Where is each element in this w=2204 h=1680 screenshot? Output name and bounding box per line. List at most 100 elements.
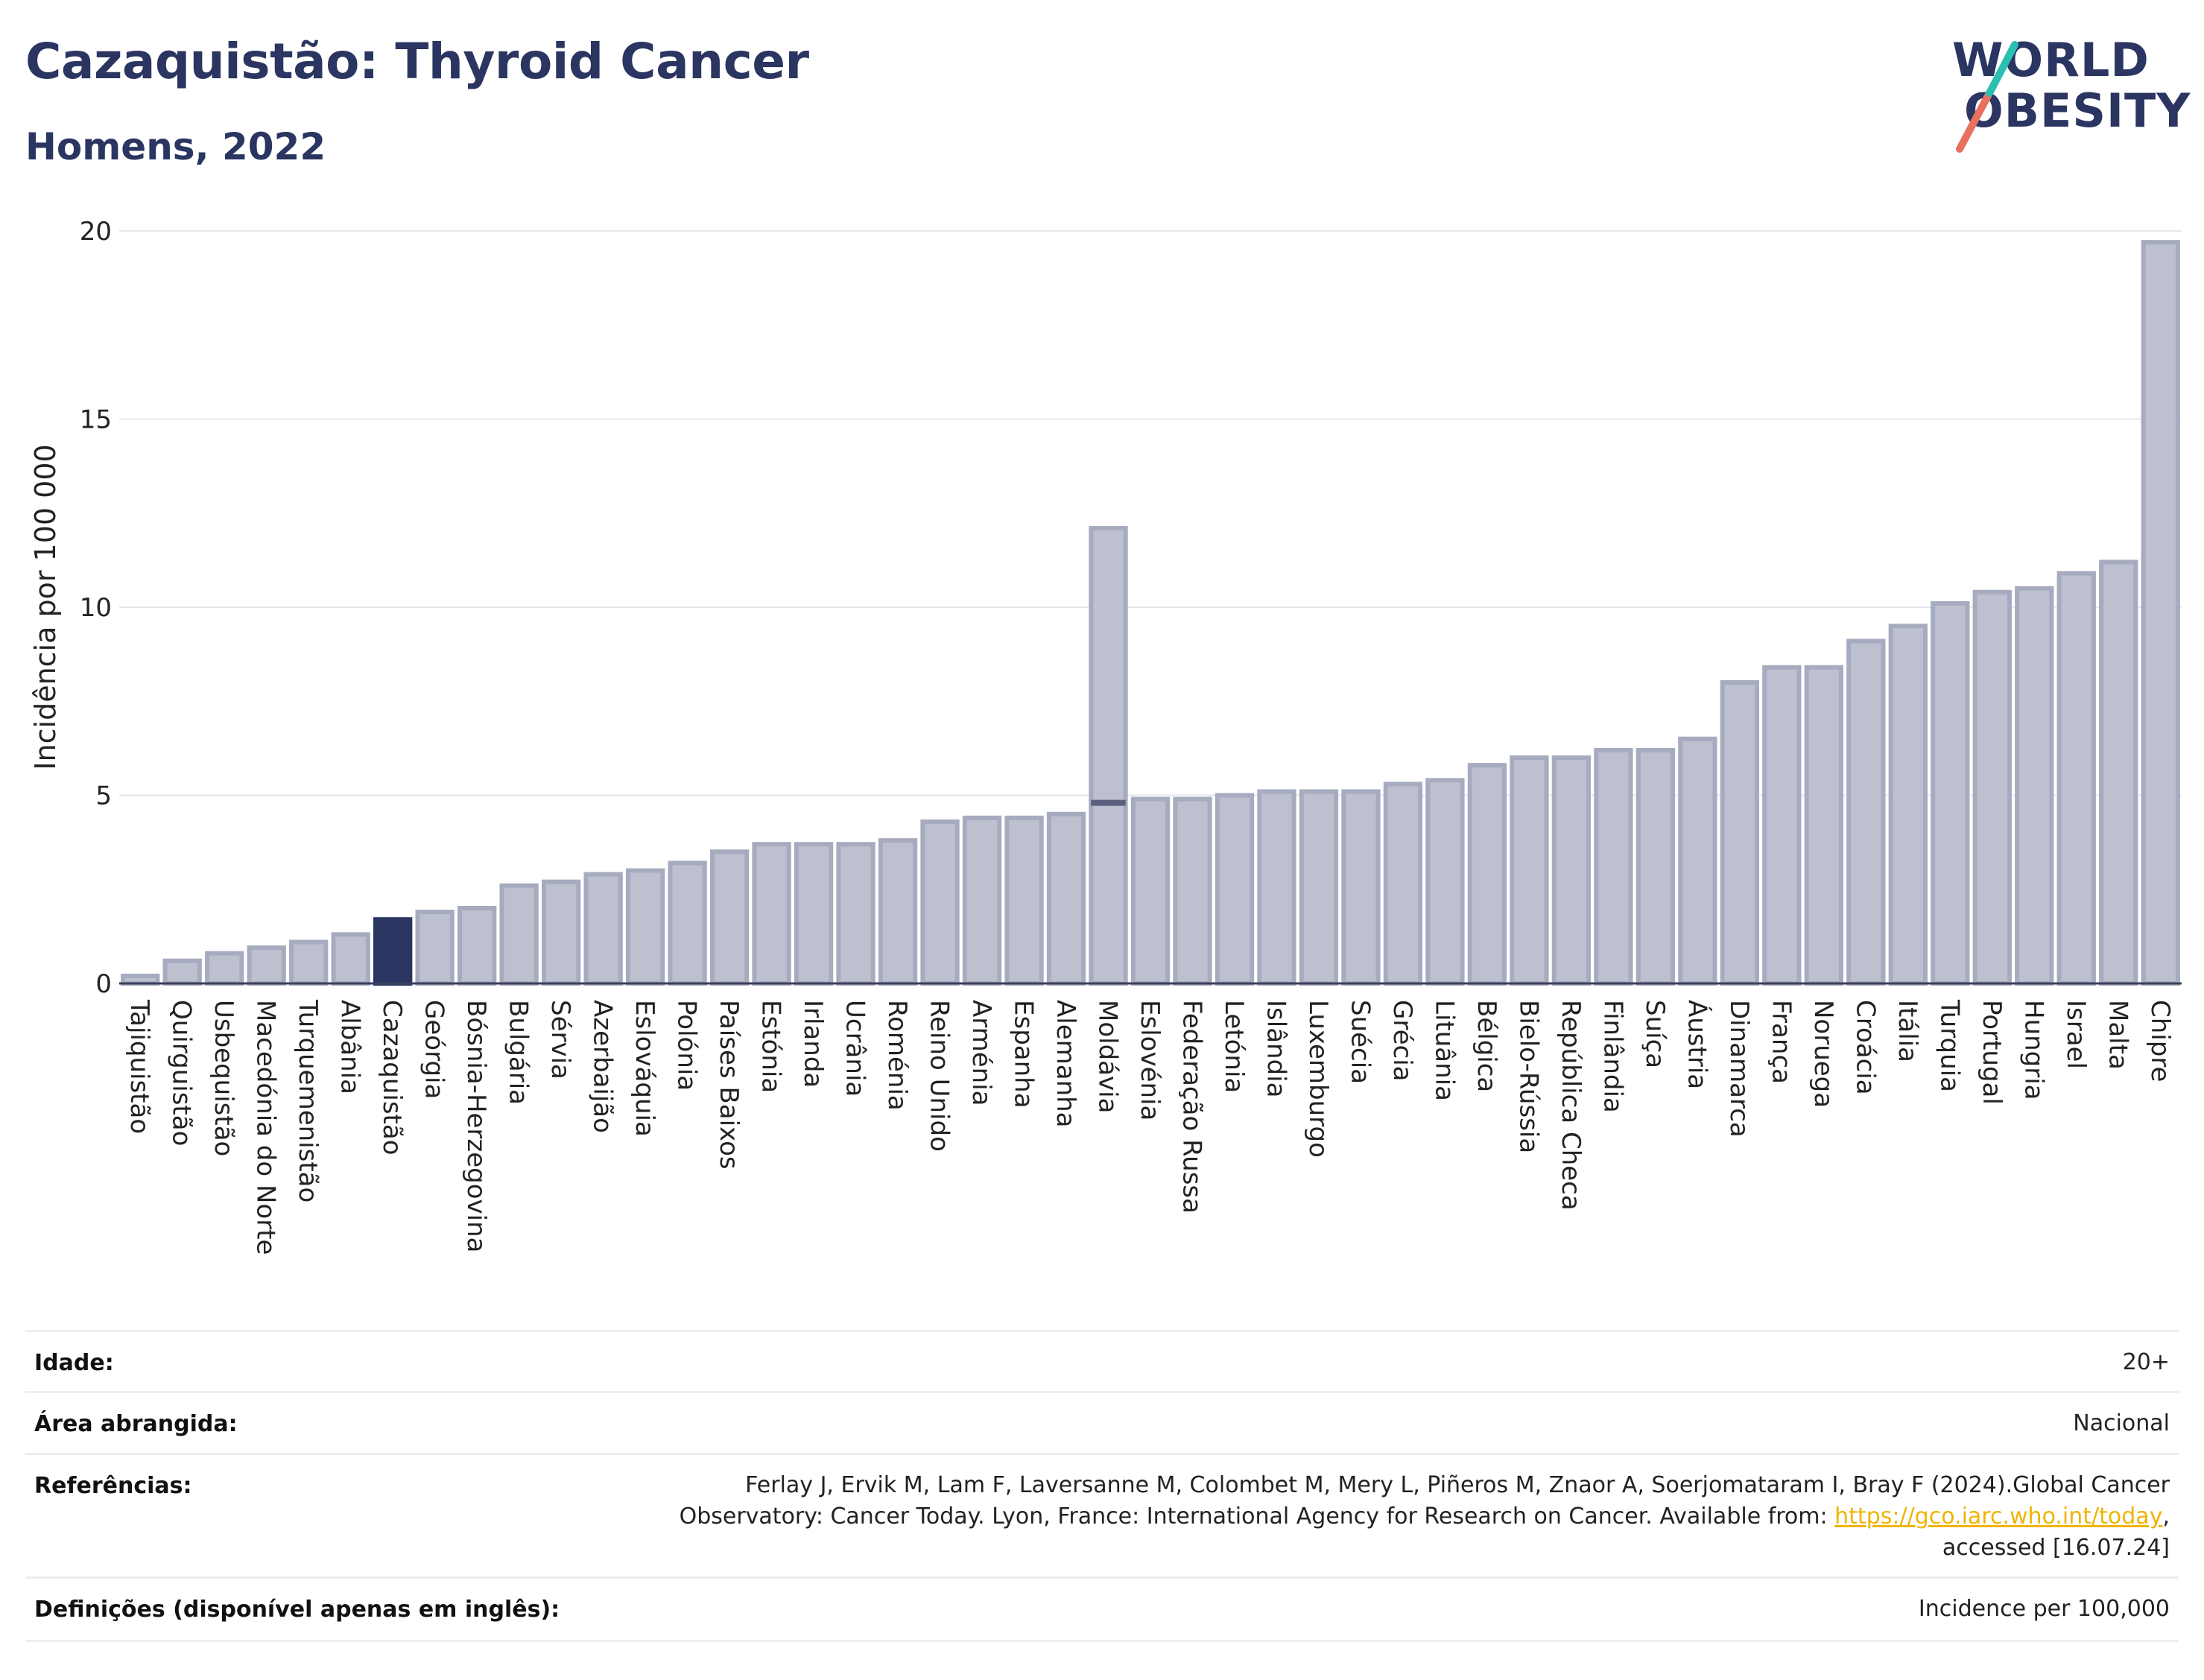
meta-row-references: Referências: Ferlay J, Ervik M, Lam F, L… bbox=[25, 1453, 2179, 1579]
x-tick-label: Sérvia bbox=[545, 1000, 575, 1080]
bar-10 bbox=[541, 879, 581, 986]
x-tick-label: Espanha bbox=[1009, 1000, 1039, 1109]
bar-38 bbox=[1720, 680, 1760, 986]
x-tick-label: Suíça bbox=[1640, 1000, 1670, 1068]
bar-28 bbox=[1299, 789, 1339, 986]
x-tick-label: Dinamarca bbox=[1724, 1000, 1754, 1138]
x-tick-label: Grécia bbox=[1387, 1000, 1417, 1081]
x-tick-label: Lituânia bbox=[1429, 1000, 1459, 1101]
meta-row-definitions: Definições (disponível apenas em inglês)… bbox=[25, 1576, 2179, 1642]
bar-21 bbox=[1004, 815, 1044, 986]
x-tick-label: Alemanha bbox=[1051, 1000, 1080, 1128]
bar-47 bbox=[2099, 560, 2138, 986]
bar-45 bbox=[2015, 586, 2054, 986]
bar-23 bbox=[1089, 525, 1128, 986]
x-tick-label: Azerbaijão bbox=[588, 1000, 618, 1133]
x-tick-label: Portugal bbox=[1977, 1000, 2007, 1105]
bar-36 bbox=[1635, 747, 1676, 986]
references-line-2-text: Observatory: Cancer Today. Lyon, France:… bbox=[679, 1503, 1835, 1530]
references-line-2: Observatory: Cancer Today. Lyon, France:… bbox=[381, 1501, 2170, 1532]
references-label: Referências: bbox=[34, 1473, 192, 1499]
bar-4 bbox=[289, 939, 329, 986]
references-line-3: accessed [16.07.24] bbox=[1942, 1535, 2170, 1561]
bar-13 bbox=[668, 860, 707, 986]
bar-44 bbox=[1972, 589, 2012, 986]
bar-25 bbox=[1173, 796, 1212, 986]
page-subtitle: Homens, 2022 bbox=[25, 125, 326, 168]
x-tick-label: Quirguistão bbox=[167, 1000, 197, 1146]
y-axis-title: Incidência por 100 000 bbox=[29, 444, 62, 770]
area-value: Nacional bbox=[2073, 1410, 2170, 1436]
bar-22 bbox=[1046, 811, 1086, 986]
bar-6 bbox=[373, 917, 413, 986]
bar-15 bbox=[752, 842, 791, 986]
bar-1 bbox=[162, 958, 202, 986]
bars bbox=[121, 240, 2180, 986]
x-tick-label: Estónia bbox=[756, 1000, 786, 1093]
svg-text:WORLD: WORLD bbox=[1952, 33, 2150, 87]
y-tick-label: 20 bbox=[80, 217, 112, 247]
bar-41 bbox=[1846, 638, 1886, 986]
x-tick-label: Eslovénia bbox=[1135, 1000, 1165, 1120]
x-tick-label: Bósnia-Herzegovina bbox=[461, 1000, 491, 1253]
references-link[interactable]: https://gco.iarc.who.int/today bbox=[1834, 1503, 2163, 1530]
bar-8 bbox=[457, 906, 497, 986]
bar-chart: 0 5 10 15 20 Tajiquistão Quirguistão Usbequist… bbox=[29, 217, 2182, 1255]
x-tick-label: Bélgica bbox=[1472, 1000, 1501, 1092]
area-label: Área abrangida: bbox=[34, 1411, 238, 1437]
x-tick-label: Croácia bbox=[1850, 1000, 1880, 1095]
bar-29 bbox=[1341, 789, 1381, 986]
x-tick-label: Reino Unido bbox=[925, 1000, 954, 1152]
world-obesity-logo: WORLD OBESITY bbox=[1952, 33, 2190, 153]
y-tick-label: 5 bbox=[95, 782, 112, 811]
bar-7 bbox=[415, 910, 455, 986]
x-tick-label: Noruega bbox=[1808, 1000, 1838, 1108]
x-tick-label: Hungria bbox=[2018, 1000, 2048, 1100]
x-tick-label: Israel bbox=[2061, 1000, 2091, 1069]
x-tick-label: Eslováquia bbox=[630, 1000, 659, 1137]
age-value: 20+ bbox=[2122, 1349, 2170, 1375]
bar-12 bbox=[625, 868, 665, 986]
bar-37 bbox=[1678, 736, 1717, 986]
x-tick-label: Arménia bbox=[966, 1000, 996, 1106]
x-tick-label: Albânia bbox=[335, 1000, 365, 1094]
bar-18 bbox=[878, 838, 918, 986]
x-tick-label: Geórgia bbox=[419, 1000, 449, 1099]
y-axis-ticks: 0 5 10 15 20 bbox=[80, 217, 112, 999]
bar-43 bbox=[1931, 600, 1970, 986]
x-tick-label: Chipre bbox=[2145, 1000, 2175, 1082]
bar-20 bbox=[962, 815, 1002, 986]
bar-5 bbox=[331, 932, 370, 986]
x-tick-label: Islândia bbox=[1261, 1000, 1291, 1097]
bar-0 bbox=[121, 973, 160, 986]
x-tick-label: Irlanda bbox=[798, 1000, 828, 1088]
x-tick-label: Bielo-Rússia bbox=[1513, 1000, 1543, 1153]
bar-11 bbox=[583, 872, 623, 986]
x-tick-label: Roménia bbox=[882, 1000, 912, 1111]
page-title: Cazaquistão: Thyroid Cancer bbox=[25, 33, 809, 90]
references-line-2-end: , bbox=[2162, 1503, 2170, 1530]
bar-2 bbox=[205, 951, 244, 986]
meta-row-area: Área abrangida: Nacional bbox=[25, 1391, 2179, 1454]
x-tick-label: Países Baixos bbox=[714, 1000, 744, 1170]
definitions-value: Incidence per 100,000 bbox=[1918, 1596, 2170, 1622]
bar-39 bbox=[1762, 665, 1802, 986]
x-tick-label: Suécia bbox=[1345, 1000, 1375, 1084]
bar-17 bbox=[836, 842, 875, 986]
references-line-1: Ferlay J, Ervik M, Lam F, Laversanne M, … bbox=[745, 1472, 2170, 1498]
bar-27 bbox=[1257, 789, 1296, 986]
bar-35 bbox=[1594, 747, 1633, 986]
bar-24 bbox=[1130, 796, 1171, 986]
bar-40 bbox=[1804, 665, 1843, 986]
x-tick-label: Turquia bbox=[1934, 999, 1964, 1092]
bar-3 bbox=[247, 945, 286, 986]
x-tick-label: Polónia bbox=[672, 1000, 702, 1091]
x-tick-label: Malta bbox=[2103, 1000, 2132, 1070]
bar-31 bbox=[1425, 778, 1465, 986]
grid-lines bbox=[119, 230, 2182, 796]
bar-9 bbox=[499, 883, 539, 986]
bar-26 bbox=[1215, 793, 1255, 986]
x-tick-label: Bulgária bbox=[504, 1000, 533, 1105]
x-tick-label: Finlândia bbox=[1597, 1000, 1627, 1113]
bar-33 bbox=[1510, 755, 1549, 986]
